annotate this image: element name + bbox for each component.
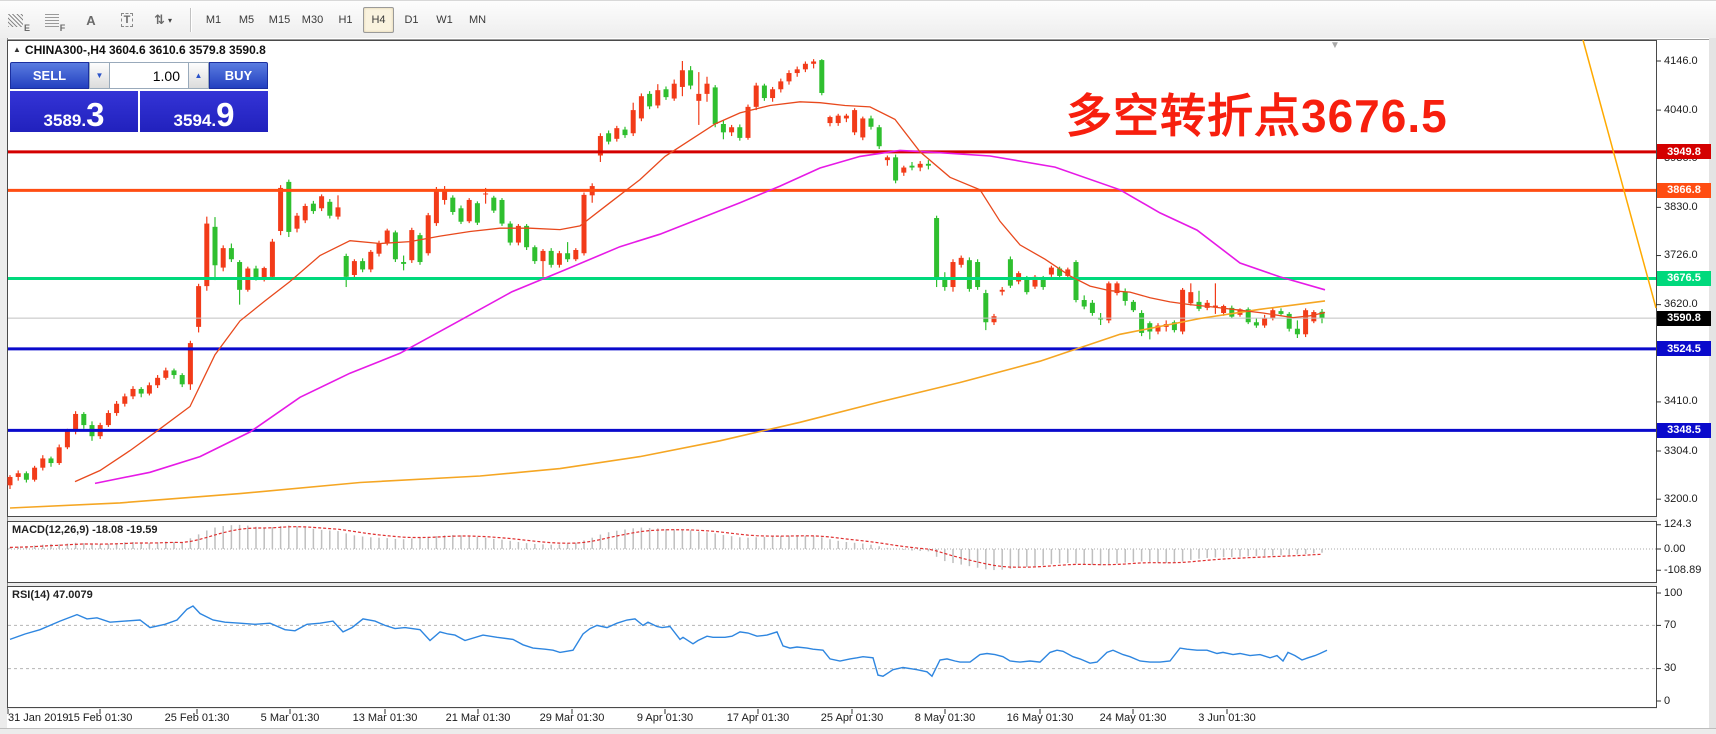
price-tick-label: 3726.0 [1664, 249, 1698, 262]
level-badge: 3524.5 [1657, 341, 1711, 357]
rsi-panel[interactable] [7, 586, 1657, 708]
time-axis-label: 5 Mar 01:30 [260, 712, 320, 724]
time-axis-label: 31 Jan 2019 [8, 712, 69, 724]
icon-letter: E [23, 23, 30, 33]
level-badge: 3866.8 [1657, 182, 1711, 198]
level-badge: 3676.5 [1657, 270, 1711, 286]
timeframe-h4-button[interactable]: H4 [363, 7, 394, 33]
buy-price-big: 9 [216, 96, 235, 133]
rsi-tick-label: 100 [1664, 586, 1683, 599]
sell-button[interactable]: SELL [10, 62, 89, 89]
window-right-border [1709, 38, 1716, 733]
time-axis-label: 13 Mar 01:30 [352, 712, 418, 724]
symbol-ohlc-text: CHINA300-,H4 3604.6 3610.6 3579.8 3590.8 [24, 43, 266, 57]
timeframe-m1-button[interactable]: M1 [205, 14, 222, 26]
rsi-tick-label: 30 [1664, 662, 1677, 675]
volume-decrease-button[interactable]: ▼ [89, 62, 110, 89]
indicator-e-icon[interactable]: E [2, 7, 36, 33]
time-axis-label: 25 Apr 01:30 [820, 712, 884, 724]
time-axis-label: 15 Feb 01:30 [67, 712, 133, 724]
icon-letter: F [59, 23, 66, 33]
price-tick-label: 3200.0 [1664, 492, 1698, 505]
price-tick-label: 3304.0 [1664, 444, 1698, 457]
rsi-tick-label: 0 [1664, 694, 1671, 707]
price-tick-label: 4040.0 [1664, 103, 1698, 116]
buy-price-small: 3594. [173, 111, 217, 130]
timeframe-mn-button[interactable]: MN [468, 14, 487, 26]
top-toolbar: E F A T ⇅ ▾ M1 M5 M15 M30 H1 H4 D1 W1 MN [0, 0, 1716, 40]
level-badge: 3348.5 [1657, 422, 1711, 438]
macd-tick-label: -108.89 [1664, 563, 1702, 576]
price-tick-label: 4146.0 [1664, 54, 1698, 67]
chevron-down-icon: ▾ [167, 15, 172, 25]
chinese-annotation: 多空转折点3676.5 [1066, 90, 1448, 142]
timeframe-h1-button[interactable]: H1 [338, 14, 353, 26]
rsi-tick-label: 70 [1664, 618, 1677, 631]
buy-price-display[interactable]: 3594. 9 [140, 91, 268, 132]
time-axis-label: 21 Mar 01:30 [445, 712, 511, 724]
price-tick-label: 3620.0 [1664, 298, 1698, 311]
sell-price-small: 3589. [43, 111, 87, 130]
time-axis-label: 24 May 01:30 [1099, 712, 1167, 724]
timeframe-d1-button[interactable]: D1 [404, 14, 419, 26]
textbox-t-icon[interactable]: T [110, 7, 144, 33]
timeframe-m5-button[interactable]: M5 [238, 14, 255, 26]
price-tick-label: 3830.0 [1664, 200, 1698, 213]
sell-price-display[interactable]: 3589. 3 [10, 91, 138, 132]
icon-letter: T [120, 13, 134, 27]
collapse-triangle-icon[interactable]: ▲ [13, 45, 21, 54]
volume-input[interactable]: 1.00 [110, 62, 188, 89]
macd-tick-label: 124.3 [1664, 518, 1692, 531]
level-badge: 3949.8 [1657, 144, 1711, 160]
timeframe-m30-button[interactable]: M30 [301, 14, 324, 26]
window-bottom-border [0, 728, 1716, 734]
scroll-position-marker-icon[interactable]: ▼ [1330, 40, 1340, 51]
volume-increase-button[interactable]: ▲ [188, 62, 209, 89]
one-click-trade-widget: SELL ▼ 1.00 ▲ BUY 3589. 3 3594. 9 [10, 62, 268, 132]
time-axis-label: 16 May 01:30 [1006, 712, 1074, 724]
sell-price-big: 3 [86, 96, 105, 133]
timeframe-m15-button[interactable]: M15 [268, 14, 291, 26]
timeframe-group: M1 M5 M15 M30 H1 H4 D1 W1 MN [197, 7, 494, 33]
time-axis-label: 3 Jun 01:30 [1198, 712, 1256, 724]
macd-label: MACD(12,26,9) -18.08 -19.59 [12, 524, 158, 536]
buy-button[interactable]: BUY [209, 62, 268, 89]
time-axis-label: 8 May 01:30 [914, 712, 976, 724]
current-price-badge: 3590.8 [1657, 310, 1711, 326]
fibonacci-f-icon[interactable]: F [38, 7, 72, 33]
icon-letter: A [86, 12, 96, 28]
time-axis-label: 29 Mar 01:30 [539, 712, 605, 724]
rsi-label: RSI(14) 47.0079 [12, 589, 93, 601]
macd-tick-label: 0.00 [1664, 542, 1686, 555]
time-axis-label: 25 Feb 01:30 [164, 712, 230, 724]
symbol-ohlc-header: ▲ CHINA300-,H4 3604.6 3610.6 3579.8 3590.… [13, 43, 266, 57]
time-axis-area[interactable] [7, 709, 1657, 728]
toolbar-separator [190, 8, 191, 32]
text-a-icon[interactable]: A [74, 7, 108, 33]
icon-letter: ⇅ [154, 12, 165, 27]
price-tick-label: 3410.0 [1664, 395, 1698, 408]
time-axis-label: 17 Apr 01:30 [726, 712, 790, 724]
macd-panel[interactable] [7, 521, 1657, 583]
timeframe-w1-button[interactable]: W1 [436, 14, 453, 26]
time-axis-label: 9 Apr 01:30 [636, 712, 694, 724]
hatch-glyph [7, 13, 23, 27]
grid-glyph [44, 13, 59, 27]
arrange-arrows-icon[interactable]: ⇅ ▾ [146, 7, 180, 33]
